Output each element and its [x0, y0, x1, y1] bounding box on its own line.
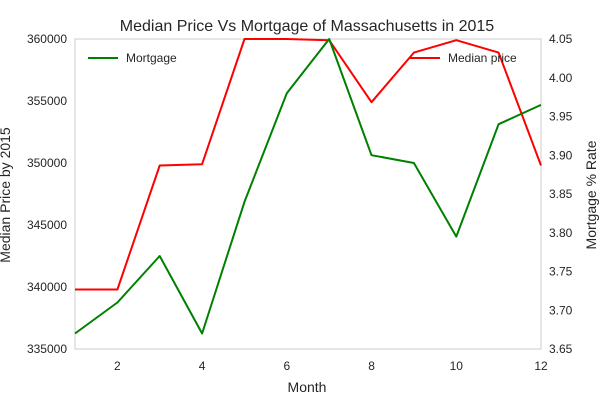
left-tick-label: 360000	[27, 32, 67, 46]
left-tick-label: 355000	[27, 94, 67, 108]
right-tick-label: 3.85	[549, 187, 573, 201]
series-lines	[74, 38, 542, 335]
x-axis-ticks: 2 4 6 8 10 12	[114, 359, 548, 373]
x-tick-label: 4	[199, 359, 206, 373]
left-tick-label: 345000	[27, 218, 67, 232]
x-axis-label: Month	[288, 379, 327, 395]
x-tick-label: 2	[114, 359, 121, 373]
right-tick-label: 3.70	[549, 303, 573, 317]
left-tick-label: 350000	[27, 156, 67, 170]
legend-median-price: Median price	[410, 51, 517, 65]
left-axis-ticks: 335000 340000 345000 350000 355000 360000	[27, 32, 67, 356]
right-tick-label: 3.95	[549, 110, 573, 124]
right-tick-label: 4.00	[549, 71, 573, 85]
right-axis-label: Mortgage % Rate	[583, 140, 599, 249]
left-axis-label: Median Price by 2015	[0, 127, 13, 263]
chart-title: Median Price Vs Mortgage of Massachusett…	[120, 18, 495, 35]
legend-mortgage-label: Mortgage	[126, 51, 177, 65]
right-tick-label: 3.90	[549, 148, 573, 162]
x-tick-label: 10	[450, 359, 464, 373]
left-tick-label: 340000	[27, 280, 67, 294]
legend-mortgage: Mortgage	[88, 51, 177, 65]
right-axis-ticks: 3.65 3.70 3.75 3.80 3.85 3.90 3.95 4.00 4.05	[549, 32, 573, 356]
right-tick-label: 3.80	[549, 226, 573, 240]
x-tick-label: 12	[534, 359, 548, 373]
left-tick-label: 335000	[27, 342, 67, 356]
legend-median-price-label: Median price	[448, 51, 517, 65]
right-tick-label: 4.05	[549, 32, 573, 46]
series-line-mortgage	[74, 38, 542, 335]
right-tick-label: 3.65	[549, 342, 573, 356]
x-tick-label: 6	[283, 359, 290, 373]
right-tick-label: 3.75	[549, 265, 573, 279]
series-line-median-price	[75, 38, 542, 291]
x-tick-label: 8	[368, 359, 375, 373]
